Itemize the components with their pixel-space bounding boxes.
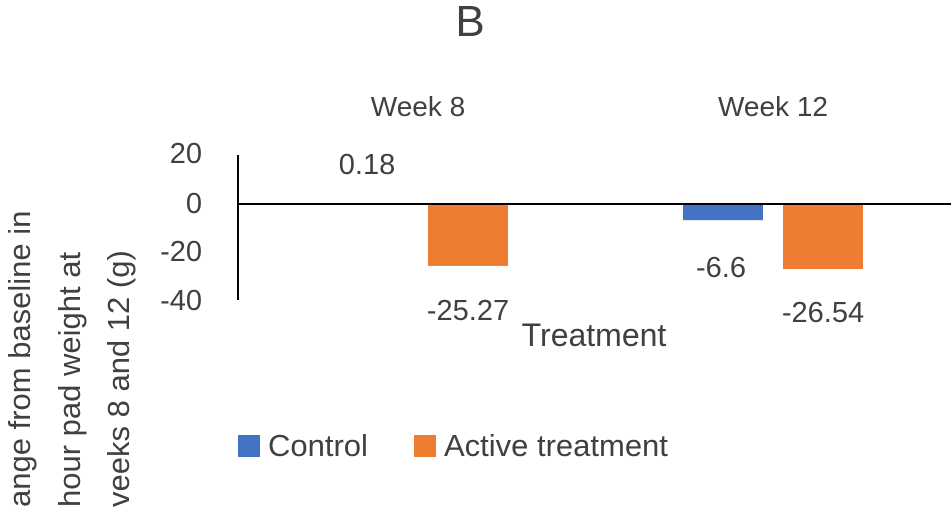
legend-label-active-treatment: Active treatment — [443, 428, 668, 463]
bar-active-week-8 — [428, 204, 508, 266]
bar-control-week-12 — [683, 204, 763, 221]
y-tick-0: 0 — [186, 188, 202, 220]
y-tick-minus-20: -20 — [160, 236, 202, 268]
legend-item-active-treatment: Active treatment — [413, 428, 668, 464]
legend-swatch-control — [238, 435, 260, 457]
legend-label-control: Control — [268, 428, 368, 463]
y-axis-title-line-2: hour pad weight at — [52, 252, 87, 507]
y-axis-title: ange from baseline in hour pad weight at… — [2, 211, 136, 507]
data-label-active-week-8: -25.27 — [427, 295, 509, 327]
y-axis-title-line-1: ange from baseline in — [2, 211, 37, 507]
data-label-control-week-12: -6.6 — [696, 252, 746, 284]
category-label-week-12: Week 12 — [718, 91, 828, 122]
legend-swatch-active-treatment — [413, 435, 436, 457]
y-tick-20: 20 — [170, 138, 202, 170]
legend-item-control: Control — [238, 428, 368, 464]
panel-label: B — [455, 0, 484, 46]
bar-active-week-12 — [783, 204, 863, 270]
data-label-active-week-12: -26.54 — [782, 297, 864, 329]
category-label-week-8: Week 8 — [371, 91, 465, 122]
data-label-control-week-8: 0.18 — [339, 149, 395, 181]
y-tick-minus-40: -40 — [160, 285, 202, 317]
legend: Control Active treatment — [238, 428, 714, 464]
y-axis-title-line-3: veeks 8 and 12 (g) — [101, 250, 136, 507]
x-axis-title: Treatment — [522, 317, 667, 353]
